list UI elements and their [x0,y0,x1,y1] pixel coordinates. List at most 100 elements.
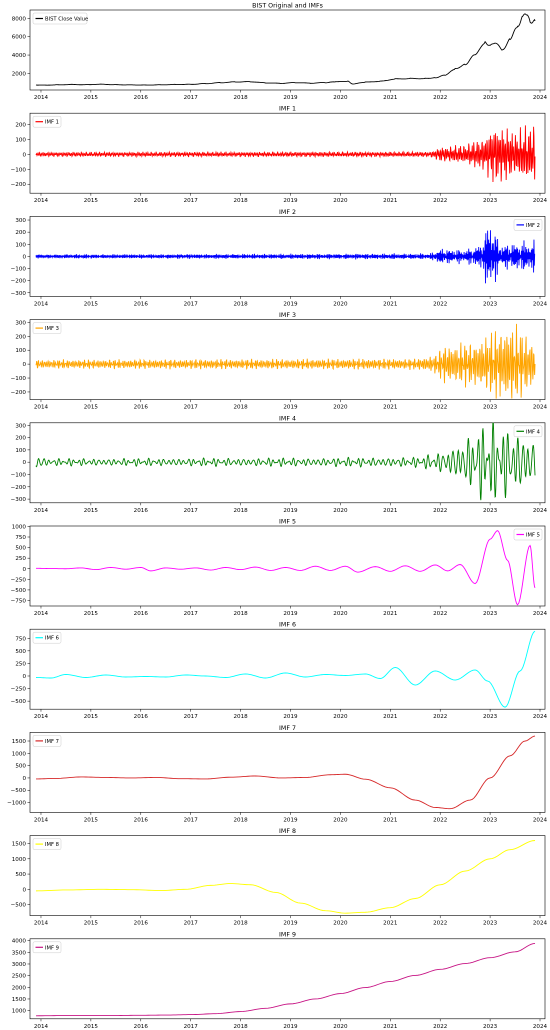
panel-title: IMF 1 [279,106,296,113]
x-tick-label: 2017 [184,198,199,204]
x-tick-label: 2020 [333,405,348,411]
chart-panel-5: IMF 5 2014 2015 2016 2017 2018 2019 2020 2021 202… [11,519,548,618]
x-tick-label: 2024 [533,405,548,411]
x-tick-label: 2019 [283,611,298,617]
legend-label: IMF 2 [526,223,540,229]
x-tick-label: 2021 [383,921,398,927]
y-tick-label: 500 [15,872,26,878]
y-tick-label: 300 [15,320,26,326]
legend-label: IMF 5 [526,533,540,539]
x-tick-label: 2014 [34,508,49,514]
x-tick-label: 2021 [383,817,398,823]
y-tick-label: 3000 [12,962,27,968]
y-tick-label: 0 [22,152,26,158]
x-tick-label: 2015 [84,714,99,720]
series-line-imf-3 [35,323,536,399]
x-tick-label: 2021 [383,1024,398,1030]
x-tick-label: 2014 [34,611,49,617]
y-tick-label: 300 [15,218,26,224]
y-tick-label: −250 [11,577,27,583]
x-tick-label: 2022 [433,817,447,823]
x-tick-label: 2016 [134,95,149,101]
y-tick-label: 100 [15,448,26,454]
legend-label: IMF 9 [45,945,59,951]
y-tick-label: −300 [11,291,27,297]
x-tick-label: 2023 [483,198,498,204]
x-tick-label: 2016 [134,508,149,514]
x-tick-label: 2019 [283,301,298,307]
y-tick-label: 200 [15,122,26,128]
plot-frame [29,319,546,400]
legend-label: IMF 3 [45,326,59,332]
y-tick-label: −100 [11,376,27,382]
x-tick-label: 2016 [134,198,149,204]
x-tick-label: 2014 [34,1024,49,1030]
x-tick-label: 2024 [533,95,548,101]
x-tick-label: 2024 [533,1024,548,1030]
x-tick-label: 2015 [84,198,99,204]
x-tick-label: 2021 [383,95,398,101]
x-tick-label: 2017 [184,95,199,101]
y-tick-label: 0 [22,567,26,573]
x-tick-label: 2016 [134,714,149,720]
x-tick-label: 2024 [533,301,548,307]
x-tick-label: 2015 [84,817,99,823]
x-tick-label: 2022 [433,921,447,927]
chart-panel-9: IMF 9 2014 2015 2016 2017 2018 2019 2020 2021 202… [12,931,548,1030]
y-tick-label: 200 [15,436,26,442]
y-tick-label: 0 [22,254,26,260]
y-tick-label: 0 [22,776,26,782]
chart-panel-6: IMF 6 2014 2015 2016 2017 2018 2019 2020 2021 202… [11,622,548,721]
x-tick-label: 2023 [483,714,498,720]
legend-label: IMF 1 [45,120,59,126]
legend-box [32,12,88,25]
legend-box [32,941,62,954]
y-tick-label: 100 [15,348,26,354]
y-tick-label: −100 [11,472,27,478]
panel-title: IMF 7 [279,725,296,732]
chart-panel-7: IMF 7 2014 2015 2016 2017 2018 2019 2020 2021 202… [7,725,547,824]
y-tick-label: 2500 [12,974,27,980]
x-tick-label: 2017 [184,405,199,411]
y-tick-label: 3500 [12,950,27,956]
x-tick-label: 2015 [84,921,99,927]
series-line-imf-6 [35,630,536,708]
x-tick-label: 2020 [333,817,348,823]
legend-box [32,322,62,334]
x-tick-label: 2021 [383,508,398,514]
x-tick-label: 2016 [134,301,149,307]
x-tick-label: 2016 [134,921,149,927]
x-tick-label: 2022 [433,301,447,307]
series-line-bist-close-value [35,13,536,86]
x-tick-label: 2023 [483,301,498,307]
y-tick-label: 0 [22,887,26,893]
x-tick-label: 2014 [34,921,49,927]
x-tick-label: 2019 [283,1024,298,1030]
x-tick-label: 2016 [134,611,149,617]
x-tick-label: 2018 [233,714,248,720]
y-tick-label: −500 [11,788,27,794]
series-line-imf-4 [35,422,536,501]
chart-panel-8: IMF 8 2014 2015 2016 2017 2018 2019 2020 2021 202… [11,828,548,927]
x-tick-label: 2014 [34,714,49,720]
x-tick-label: 2018 [233,405,248,411]
x-tick-label: 2018 [233,817,248,823]
plot-frame [29,835,546,916]
x-tick-label: 2018 [233,921,248,927]
x-tick-label: 2021 [383,198,398,204]
x-tick-label: 2017 [184,714,199,720]
x-tick-label: 2021 [383,714,398,720]
series-line-imf-5 [35,530,536,606]
y-tick-label: 200 [15,334,26,340]
x-tick-label: 2016 [134,1024,149,1030]
y-tick-label: −750 [11,598,27,604]
x-tick-label: 2017 [184,508,199,514]
y-tick-label: 1000 [12,1009,27,1015]
y-tick-label: −100 [11,267,27,273]
y-tick-label: 250 [15,661,26,667]
x-tick-label: 2019 [283,198,298,204]
x-tick-label: 2019 [283,95,298,101]
y-tick-label: 1500 [12,739,27,745]
x-tick-label: 2020 [333,921,348,927]
x-tick-label: 2015 [84,405,99,411]
